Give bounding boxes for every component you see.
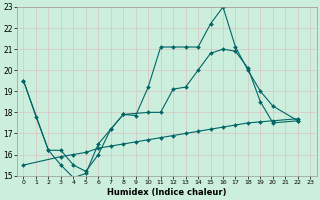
X-axis label: Humidex (Indice chaleur): Humidex (Indice chaleur): [107, 188, 227, 197]
